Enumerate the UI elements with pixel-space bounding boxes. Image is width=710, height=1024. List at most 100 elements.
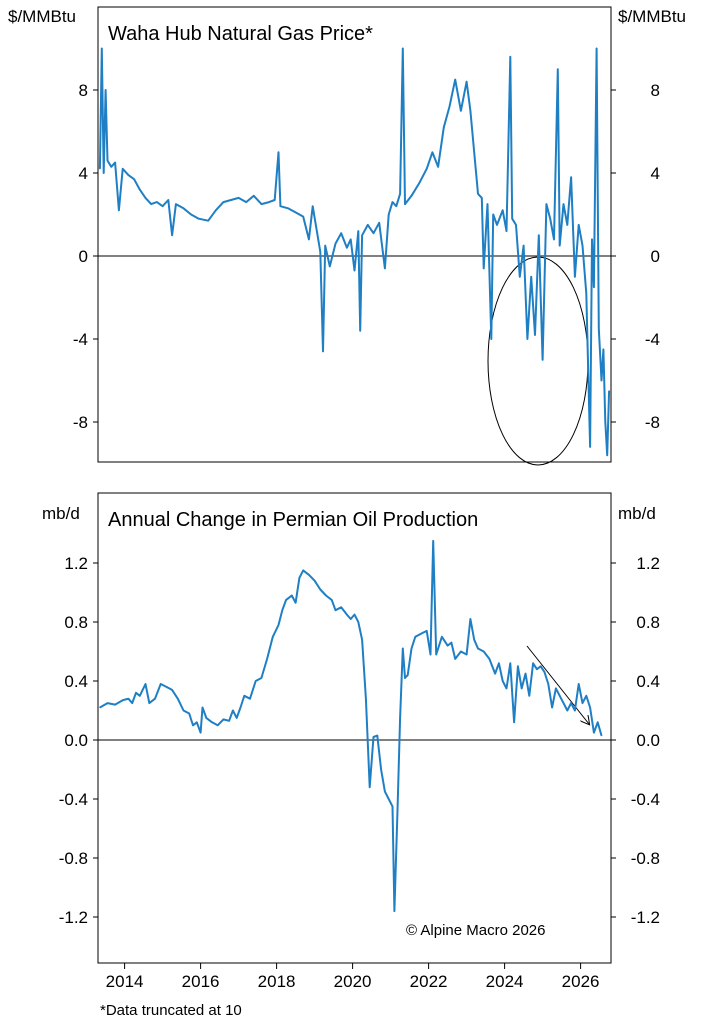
data-point [513, 721, 515, 723]
data-point [502, 209, 504, 211]
data-point [410, 195, 413, 197]
data-point [253, 195, 255, 197]
data-point [249, 698, 251, 700]
data-point [469, 110, 471, 112]
data-point [353, 269, 356, 272]
data-point [540, 665, 542, 667]
x-tick-label: 2014 [106, 972, 144, 991]
data-point [329, 265, 331, 267]
data-point [312, 205, 314, 207]
data-point [127, 174, 129, 176]
data-point [410, 647, 413, 650]
data-point [319, 251, 321, 253]
data-point [570, 176, 572, 178]
y-tick-label-right: -4 [645, 330, 660, 349]
data-point [555, 687, 557, 690]
data-point [346, 247, 348, 249]
data-point [441, 636, 443, 638]
data-point [192, 724, 194, 726]
data-point [388, 798, 390, 800]
data-point [388, 213, 390, 216]
data-point [524, 673, 527, 675]
data-point [532, 662, 534, 664]
data-point [154, 698, 156, 700]
data-point [139, 695, 141, 697]
y-tick-label-left: 4 [79, 164, 88, 183]
data-point [450, 642, 452, 644]
data-point [566, 709, 568, 712]
data-point [196, 721, 198, 723]
data-point [391, 805, 394, 808]
data-point [340, 232, 342, 234]
data-point [135, 692, 137, 694]
data-point [127, 698, 129, 700]
y-tick-label-right: 0.8 [636, 613, 660, 632]
data-point [359, 330, 361, 332]
data-point [232, 709, 234, 712]
data-point [581, 245, 584, 247]
data-point [238, 197, 240, 199]
data-point [207, 220, 209, 222]
data-point [139, 189, 141, 191]
y-tick-label-left: -0.4 [59, 790, 88, 809]
y-tick-label-left: -0.8 [59, 849, 88, 868]
data-point [274, 199, 276, 201]
data-point [285, 599, 287, 601]
data-point [543, 671, 546, 673]
y-tick-label-left: -8 [73, 413, 88, 432]
data-point [243, 695, 245, 697]
data-point [182, 709, 185, 712]
data-point [393, 910, 395, 912]
data-point [391, 201, 394, 203]
data-point [404, 203, 406, 205]
x-tick-label: 2022 [410, 972, 448, 991]
data-point [198, 218, 200, 220]
data-point [162, 205, 164, 207]
data-point [602, 348, 605, 350]
data-point [536, 668, 538, 670]
data-point [365, 698, 367, 700]
data-point [302, 569, 304, 572]
data-point [188, 712, 190, 715]
top-left-unit: $/MMBtu [8, 7, 76, 26]
data-point [110, 166, 112, 168]
data-point [175, 203, 177, 205]
data-point [266, 658, 268, 660]
data-point [114, 704, 116, 706]
data-point [402, 647, 404, 650]
highlight-ellipse [487, 256, 589, 466]
data-point [585, 695, 587, 697]
data-point [167, 199, 169, 201]
data-point [521, 687, 523, 690]
data-point [353, 614, 356, 616]
y-tick-label-right: 4 [651, 164, 660, 183]
data-point [523, 245, 525, 247]
data-point [319, 588, 321, 591]
data-point [177, 698, 179, 700]
data-point [144, 197, 147, 199]
data-point [272, 636, 274, 638]
top-panel-frame [97, 6, 612, 463]
data-point [101, 47, 103, 50]
data-point [473, 639, 475, 641]
x-tick-label: 2018 [258, 972, 296, 991]
data-point [396, 813, 398, 815]
data-point [517, 665, 519, 667]
data-point [279, 205, 281, 207]
y-tick-label-right: -1.2 [631, 908, 660, 927]
y-tick-label-right: -0.4 [631, 790, 660, 809]
y-tick-label-left: 0.8 [64, 613, 88, 632]
data-point [106, 160, 109, 162]
data-point [395, 205, 397, 207]
data-point [131, 702, 133, 704]
data-point [367, 224, 369, 226]
data-point [598, 328, 600, 330]
data-point [557, 68, 559, 70]
data-point [593, 286, 595, 288]
data-point [492, 213, 494, 216]
data-point [255, 680, 257, 682]
data-point [483, 650, 485, 653]
data-point [302, 216, 304, 218]
data-point [384, 267, 386, 269]
data-point [402, 47, 404, 50]
